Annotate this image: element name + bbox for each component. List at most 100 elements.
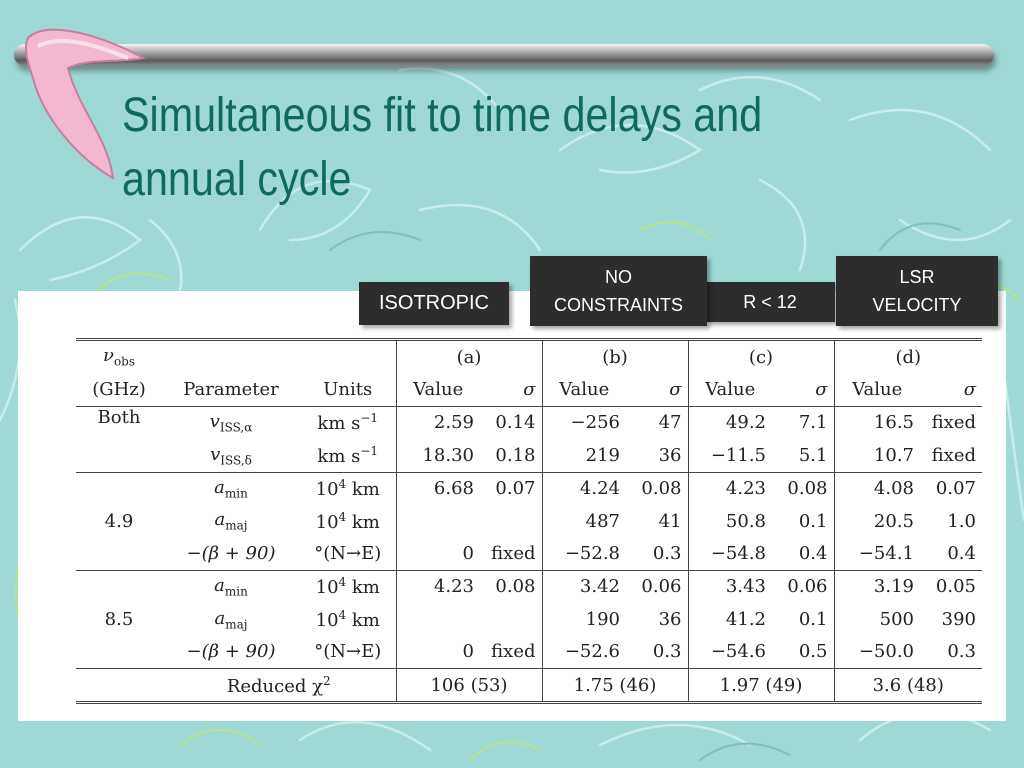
label-r-lt-12-text: R < 12: [743, 291, 797, 312]
label-no-constraints-line-1: NO: [605, 267, 632, 287]
value-cell: −50.0: [833, 635, 920, 669]
value-cell: −256: [541, 405, 626, 440]
unit-superscript: 4: [338, 477, 347, 492]
unit-cell: 104 km: [300, 569, 396, 604]
unit-text: km s: [317, 445, 361, 467]
param-subscript: ISS,δ: [220, 453, 252, 468]
sigma-cell: [480, 603, 542, 635]
value-cell: 4.23: [687, 471, 772, 505]
sigma-cell: 0.5: [798, 641, 828, 663]
slide-title: Simultaneous fit to time delays and annu…: [122, 84, 862, 212]
freq-cell: 8.5: [76, 569, 162, 669]
header-empty: [300, 338, 396, 374]
unit-cell: 104 km: [300, 603, 396, 635]
unit-text: 10: [315, 577, 339, 599]
sigma-cell: 0.08: [626, 471, 688, 505]
sigma-cell: fixed: [491, 641, 536, 663]
param-subscript: min: [224, 486, 248, 501]
param-symbol: a: [214, 607, 226, 629]
unit-text: km s: [317, 413, 361, 435]
param-cell: vISS,α: [162, 405, 300, 440]
unit-text: 10: [315, 479, 339, 501]
table-row: amaj 104 km 190 36 41.2 0.1 500 390: [76, 603, 982, 636]
value-cell: −54.6: [687, 635, 772, 669]
unit-cell: km s−1: [300, 405, 396, 440]
param-symbol: v: [209, 411, 220, 433]
unit-superscript: −1: [360, 443, 379, 458]
value-cell: −52.6: [541, 635, 626, 669]
sigma-cell: 0.3: [652, 543, 682, 565]
value-cell: 10.7: [833, 439, 920, 473]
value-cell: 4.08: [833, 471, 920, 505]
header-case-c: (c): [687, 338, 834, 374]
param-symbol: −(β + 90): [186, 543, 276, 565]
value-cell: −11.5: [687, 439, 772, 473]
value-cell: 3.19: [833, 569, 920, 604]
param-subscript: maj: [225, 617, 248, 632]
value-cell: 16.5: [833, 405, 920, 440]
unit-text: 10: [315, 609, 339, 631]
sigma-cell: 0.07: [480, 471, 542, 505]
sigma-symbol: σ: [963, 379, 976, 401]
sigma-cell: 0.08: [772, 471, 834, 505]
sigma-cell: 0.1: [798, 608, 828, 630]
value-cell: 3.42: [541, 569, 626, 604]
value-cell: 50.8: [687, 504, 772, 538]
param-subscript: min: [224, 584, 248, 599]
label-no-constraints-line-2: CONSTRAINTS: [553, 295, 683, 315]
chi2-case-d: 3.6 (48): [833, 667, 982, 705]
sigma-cell: 0.3: [652, 641, 682, 663]
sigma-cell: 36: [658, 608, 682, 630]
unit-text: °(N→E): [314, 641, 382, 663]
header-row-columns: (GHz) Parameter Units Value σ Value σ Va…: [76, 373, 982, 407]
unit-cell: 104 km: [300, 471, 396, 505]
boomerang-logo: [24, 28, 146, 180]
sigma-cell: 0.4: [947, 543, 976, 565]
table-row: 8.5 amin 104 km 4.23 0.08 3.42 0.06 3.43…: [76, 569, 982, 669]
header-sigma-b: σ: [626, 373, 688, 406]
value-cell: 4.23: [395, 569, 480, 604]
header-value-b: Value: [541, 373, 626, 407]
sigma-cell: 1.0: [947, 510, 976, 532]
param-symbol: −(β + 90): [186, 641, 276, 663]
header-value-c: Value: [687, 373, 772, 407]
sigma-cell: 47: [626, 405, 688, 440]
sigma-cell: 0.07: [920, 471, 982, 505]
chi2-case-b: 1.75 (46): [541, 667, 688, 705]
value-cell: 0: [395, 635, 480, 669]
unit-text: °(N→E): [314, 543, 382, 565]
value-cell: 219: [541, 439, 626, 473]
param-cell: amaj: [162, 505, 300, 537]
label-isotropic-text: ISOTROPIC: [378, 292, 489, 314]
label-isotropic: ISOTROPIC: [359, 282, 509, 325]
header-sigma-d: σ: [920, 373, 982, 406]
label-no-constraints: NO CONSTRAINTS: [530, 256, 707, 326]
sigma-cell: 0.08: [480, 569, 542, 604]
header-case-d: (d): [833, 338, 982, 374]
value-cell: 49.2: [687, 405, 772, 440]
decorative-rod: [14, 44, 994, 66]
slide-title-line-1: Simultaneous fit to time delays and: [122, 89, 763, 142]
sigma-cell: 0.1: [798, 510, 828, 532]
unit-superscript: 4: [338, 575, 347, 590]
table-row: 4.9 amin 104 km 6.68 0.07 4.24 0.08 4.23…: [76, 471, 982, 571]
value-cell: 487: [541, 504, 626, 538]
sigma-cell: 0.06: [626, 569, 688, 604]
header-nu-obs: νobs: [76, 338, 162, 374]
chi2-label-superscript: 2: [323, 673, 331, 688]
header-sigma-a: σ: [480, 373, 542, 406]
param-subscript: ISS,α: [219, 420, 253, 435]
nu-symbol: ν: [102, 345, 114, 367]
unit-superscript: 4: [338, 509, 347, 524]
unit-cell: km s−1: [300, 439, 396, 472]
label-lsr-velocity: LSR VELOCITY: [836, 256, 998, 326]
value-cell: 0: [395, 537, 480, 571]
sigma-symbol: σ: [523, 379, 536, 401]
value-cell: 20.5: [833, 504, 920, 538]
value-cell: −54.8: [687, 537, 772, 571]
sigma-cell: 5.1: [798, 444, 828, 466]
unit-cell: °(N→E): [300, 636, 396, 669]
header-value-a: Value: [395, 373, 480, 407]
sigma-cell: fixed: [491, 543, 536, 565]
unit-cell: °(N→E): [300, 537, 396, 570]
